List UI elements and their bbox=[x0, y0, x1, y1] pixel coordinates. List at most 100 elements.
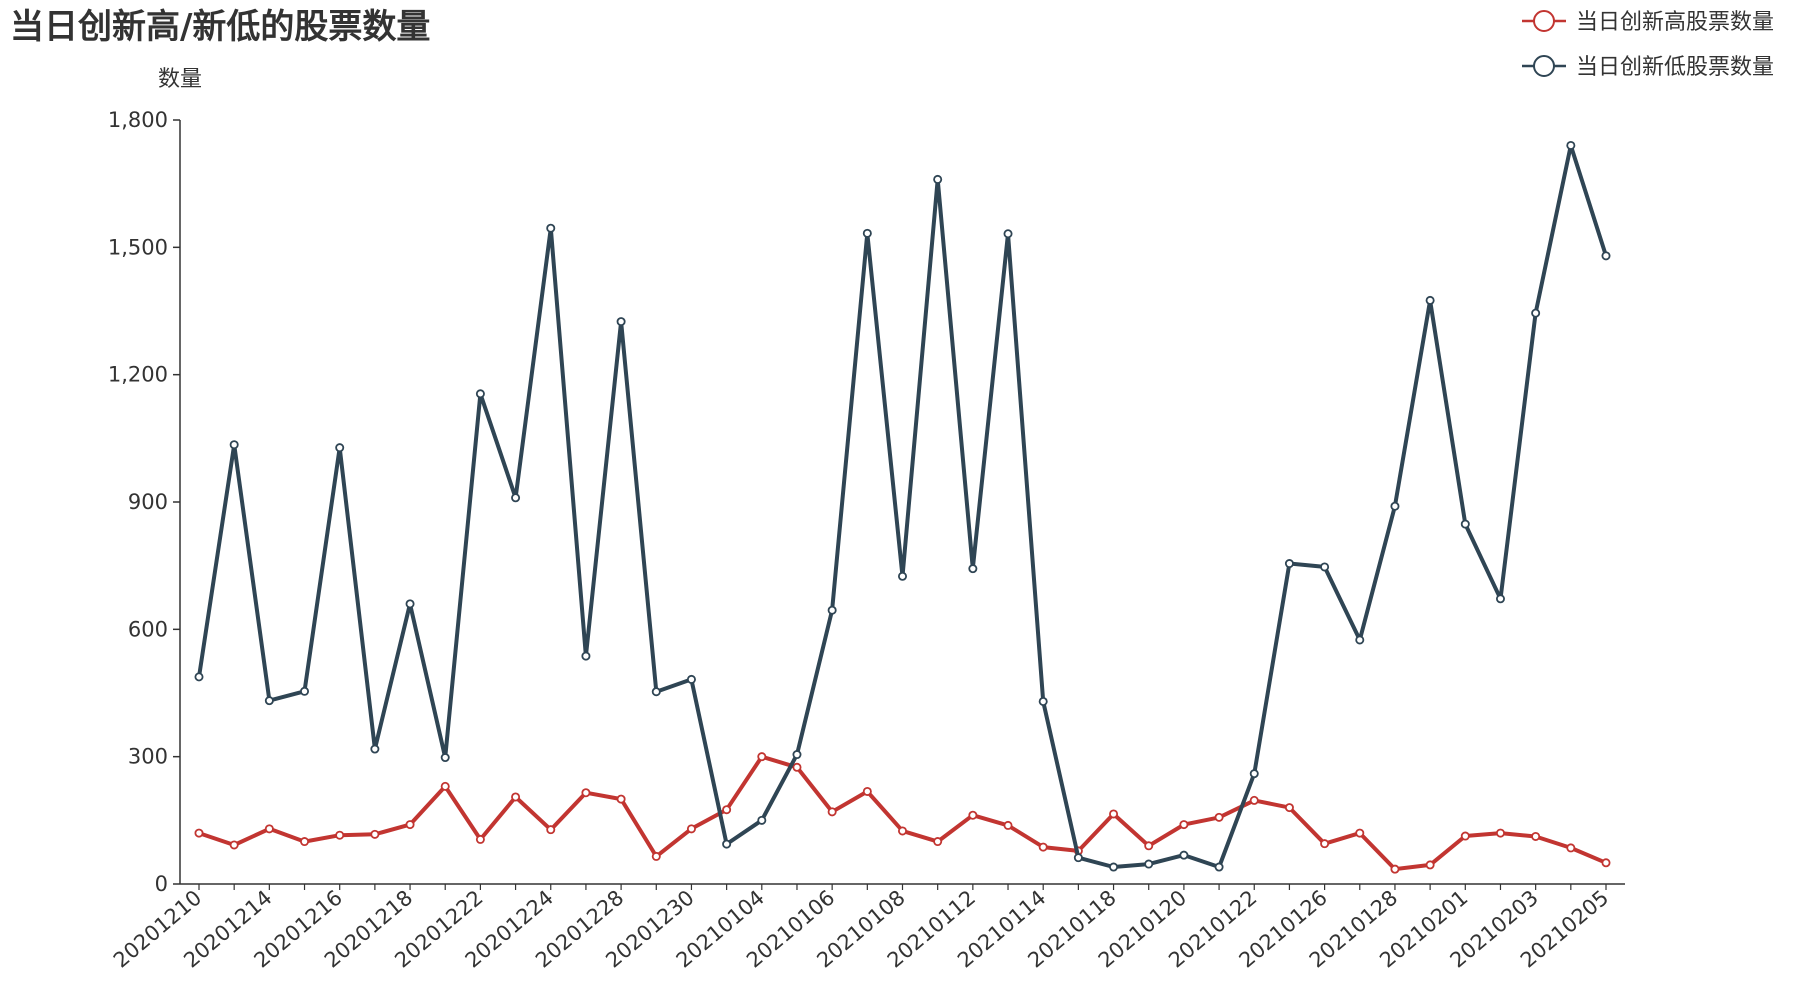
data-point bbox=[792, 762, 802, 772]
data-point bbox=[651, 851, 661, 861]
legend-marker bbox=[1533, 55, 1555, 77]
data-point bbox=[405, 599, 415, 609]
data-point bbox=[1495, 594, 1505, 604]
data-point bbox=[546, 223, 556, 233]
legend-label: 当日创新低股票数量 bbox=[1576, 55, 1774, 80]
data-point bbox=[546, 825, 556, 835]
data-point bbox=[440, 753, 450, 763]
data-point bbox=[1460, 831, 1470, 841]
data-point bbox=[1003, 229, 1013, 239]
data-point bbox=[862, 786, 872, 796]
data-point bbox=[1249, 769, 1259, 779]
data-point bbox=[264, 696, 274, 706]
data-point bbox=[1038, 842, 1048, 852]
y-tick-label: 900 bbox=[128, 490, 168, 514]
series-new-high bbox=[194, 752, 1611, 874]
data-point bbox=[1601, 858, 1611, 868]
data-point bbox=[581, 651, 591, 661]
data-point bbox=[370, 744, 380, 754]
data-point bbox=[827, 807, 837, 817]
y-tick-label: 600 bbox=[128, 617, 168, 641]
data-point bbox=[405, 820, 415, 830]
data-point bbox=[1179, 820, 1189, 830]
data-point bbox=[757, 752, 767, 762]
data-point bbox=[194, 672, 204, 682]
data-point bbox=[1144, 859, 1154, 869]
data-point bbox=[300, 837, 310, 847]
data-point bbox=[1144, 841, 1154, 851]
data-point bbox=[686, 674, 696, 684]
data-point bbox=[1284, 803, 1294, 813]
data-point bbox=[1355, 828, 1365, 838]
data-point bbox=[1284, 559, 1294, 569]
data-point bbox=[1355, 635, 1365, 645]
data-point bbox=[898, 826, 908, 836]
data-point bbox=[511, 493, 521, 503]
series-line bbox=[197, 754, 1608, 872]
y-axis: 0 300 600 900 1,200 1,500 1,800 bbox=[108, 108, 181, 896]
data-point bbox=[475, 834, 485, 844]
data-point bbox=[1495, 828, 1505, 838]
y-tick-label: 1,800 bbox=[108, 108, 168, 132]
data-point bbox=[1390, 864, 1400, 874]
data-point bbox=[686, 824, 696, 834]
data-point bbox=[1320, 562, 1330, 572]
data-point bbox=[933, 174, 943, 184]
y-tick-label: 1,200 bbox=[108, 363, 168, 387]
data-point bbox=[968, 810, 978, 820]
data-point bbox=[1460, 519, 1470, 529]
x-axis: 2020121020201214202012162020121820201222… bbox=[109, 883, 1625, 973]
data-point bbox=[335, 443, 345, 453]
data-point bbox=[792, 750, 802, 760]
data-point bbox=[722, 805, 732, 815]
data-point bbox=[1390, 501, 1400, 511]
data-point bbox=[1566, 140, 1576, 150]
data-point bbox=[1249, 795, 1259, 805]
data-point bbox=[1320, 839, 1330, 849]
data-point bbox=[827, 605, 837, 615]
data-point bbox=[1531, 831, 1541, 841]
data-point bbox=[1566, 843, 1576, 853]
chart-title: 当日创新高/新低的股票数量 bbox=[10, 7, 430, 47]
data-point bbox=[933, 837, 943, 847]
legend-label: 当日创新高股票数量 bbox=[1576, 10, 1774, 35]
data-point bbox=[1109, 809, 1119, 819]
data-point bbox=[1425, 295, 1435, 305]
y-axis-label: 数量 bbox=[158, 67, 202, 92]
data-point bbox=[581, 788, 591, 798]
data-point bbox=[264, 824, 274, 834]
data-point bbox=[757, 815, 767, 825]
data-point bbox=[511, 792, 521, 802]
data-point bbox=[300, 686, 310, 696]
data-point bbox=[1038, 696, 1048, 706]
data-point bbox=[1003, 820, 1013, 830]
data-point bbox=[1073, 853, 1083, 863]
data-point bbox=[651, 687, 661, 697]
series-layer bbox=[194, 140, 1611, 874]
y-tick-label: 1,500 bbox=[108, 235, 168, 259]
legend-marker bbox=[1533, 10, 1555, 32]
data-point bbox=[1179, 850, 1189, 860]
data-point bbox=[229, 440, 239, 450]
data-point bbox=[194, 828, 204, 838]
legend-item: 当日创新高股票数量 bbox=[1522, 10, 1774, 35]
data-point bbox=[370, 829, 380, 839]
data-point bbox=[1214, 862, 1224, 872]
legend-item: 当日创新低股票数量 bbox=[1522, 55, 1774, 80]
data-point bbox=[475, 389, 485, 399]
y-tick-label: 300 bbox=[128, 745, 168, 769]
data-point bbox=[1601, 251, 1611, 261]
data-point bbox=[968, 564, 978, 574]
data-point bbox=[335, 830, 345, 840]
y-tick-label: 0 bbox=[155, 872, 168, 896]
data-point bbox=[616, 794, 626, 804]
series-new-low bbox=[194, 140, 1611, 872]
data-point bbox=[1214, 812, 1224, 822]
data-point bbox=[898, 571, 908, 581]
data-point bbox=[440, 781, 450, 791]
data-point bbox=[1531, 308, 1541, 318]
data-point bbox=[1109, 862, 1119, 872]
